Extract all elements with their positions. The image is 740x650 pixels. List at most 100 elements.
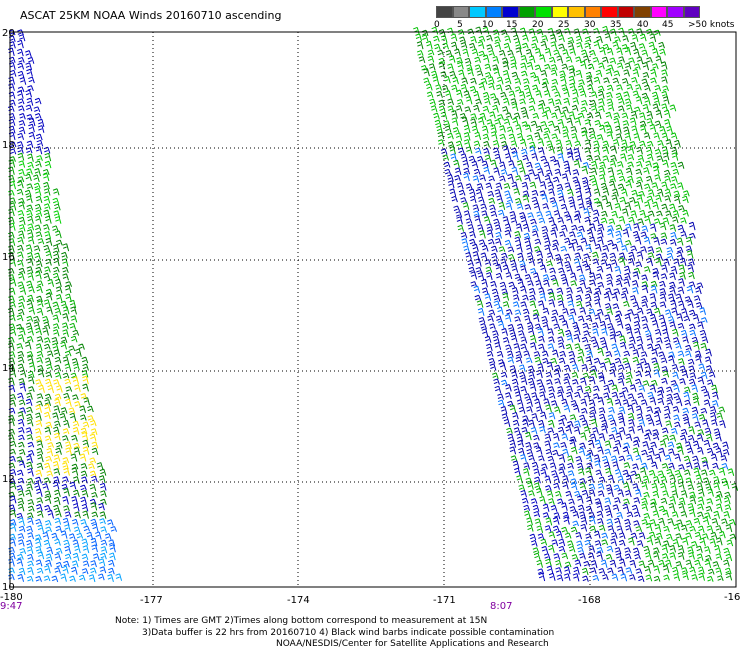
wind-barb xyxy=(35,469,43,477)
wind-barb xyxy=(653,97,661,106)
wind-barb xyxy=(34,113,42,119)
lon-label: -180 xyxy=(0,592,23,603)
wind-barb xyxy=(602,25,609,35)
wind-barb xyxy=(700,469,708,476)
wind-barb xyxy=(602,146,610,155)
wind-barb xyxy=(453,205,460,212)
wind-barb xyxy=(638,43,646,49)
wind-barb xyxy=(526,252,534,259)
wind-barb xyxy=(525,431,532,441)
wind-barb xyxy=(725,524,733,533)
wind-barb xyxy=(456,57,463,64)
wind-barb xyxy=(486,350,494,357)
wind-barb xyxy=(54,356,62,364)
wind-barb xyxy=(609,368,616,378)
wind-barb xyxy=(492,104,499,113)
wind-barb xyxy=(670,379,678,386)
wind-barb xyxy=(565,425,572,434)
wind-barb xyxy=(589,236,596,245)
wind-barb xyxy=(548,292,556,301)
wind-barb xyxy=(646,343,654,351)
wind-barb xyxy=(483,147,490,155)
wind-barb xyxy=(580,432,587,441)
wind-barb xyxy=(46,350,54,358)
wind-barb xyxy=(633,48,640,58)
wind-barb xyxy=(597,347,604,357)
wind-barb xyxy=(704,559,712,569)
wind-barb xyxy=(698,525,705,533)
wind-barb xyxy=(623,442,631,449)
wind-barb xyxy=(685,520,693,526)
wind-barb xyxy=(522,78,530,84)
wind-barb xyxy=(693,295,701,301)
wind-barb xyxy=(493,218,500,225)
wind-barb xyxy=(64,350,72,357)
wind-barb xyxy=(43,188,51,196)
wind-barb xyxy=(650,301,658,309)
wind-barb xyxy=(100,552,107,560)
wind-barb xyxy=(465,218,473,224)
wind-barb xyxy=(8,546,15,553)
wind-barb xyxy=(643,132,651,140)
wind-barb xyxy=(581,49,588,57)
wind-barb xyxy=(90,537,98,547)
wind-barb xyxy=(625,489,632,498)
wind-barb xyxy=(109,552,116,561)
wind-barb xyxy=(596,201,604,210)
wind-barb xyxy=(712,561,720,567)
wind-barb xyxy=(606,397,614,406)
wind-barb xyxy=(522,419,529,427)
wind-barb xyxy=(646,195,654,203)
wind-barb xyxy=(510,62,518,70)
wind-barb xyxy=(668,351,676,358)
wind-barb xyxy=(530,498,538,504)
wind-barb xyxy=(432,76,440,85)
wind-barb xyxy=(468,155,476,162)
wind-barb xyxy=(589,433,597,442)
wind-barb xyxy=(451,110,458,119)
wind-barb xyxy=(551,539,559,547)
wind-barb xyxy=(520,301,528,308)
wind-barb xyxy=(429,98,436,106)
wind-barb xyxy=(81,356,89,364)
wind-barb xyxy=(508,160,515,168)
wind-barb xyxy=(574,117,582,126)
wind-barb xyxy=(574,343,582,351)
wind-barb xyxy=(17,356,25,364)
wind-barb xyxy=(19,77,27,85)
wind-barb xyxy=(692,313,700,322)
wind-barb xyxy=(73,489,80,498)
wind-barb xyxy=(581,176,589,183)
wind-barb xyxy=(502,216,510,225)
wind-barb xyxy=(619,335,626,344)
wind-barb xyxy=(647,189,655,197)
wind-barb xyxy=(63,505,70,512)
wind-barb xyxy=(669,281,676,288)
wind-barb xyxy=(646,536,654,546)
wind-barb xyxy=(516,243,523,253)
wind-barb xyxy=(536,487,543,497)
wind-barb xyxy=(667,518,674,526)
wind-barb xyxy=(695,287,702,295)
wind-barb xyxy=(654,343,662,350)
wind-barb xyxy=(505,84,512,91)
wind-barb xyxy=(632,463,639,470)
wind-barb xyxy=(680,510,688,518)
wind-barb xyxy=(510,140,518,148)
wind-barb xyxy=(534,476,541,484)
wind-barb xyxy=(503,182,511,190)
wind-barb xyxy=(627,412,635,421)
wind-barb xyxy=(577,355,584,364)
wind-barb xyxy=(471,160,479,169)
wind-barb xyxy=(537,167,544,177)
wind-barb xyxy=(62,476,69,483)
wind-barb xyxy=(623,300,630,308)
wind-barb xyxy=(636,413,644,420)
wind-barb xyxy=(36,280,44,287)
wind-barb xyxy=(636,363,644,371)
wind-barb xyxy=(570,399,578,406)
wind-barb xyxy=(526,398,533,407)
wind-barb xyxy=(697,321,704,330)
wind-barb xyxy=(19,383,27,392)
wind-barb xyxy=(501,413,509,420)
